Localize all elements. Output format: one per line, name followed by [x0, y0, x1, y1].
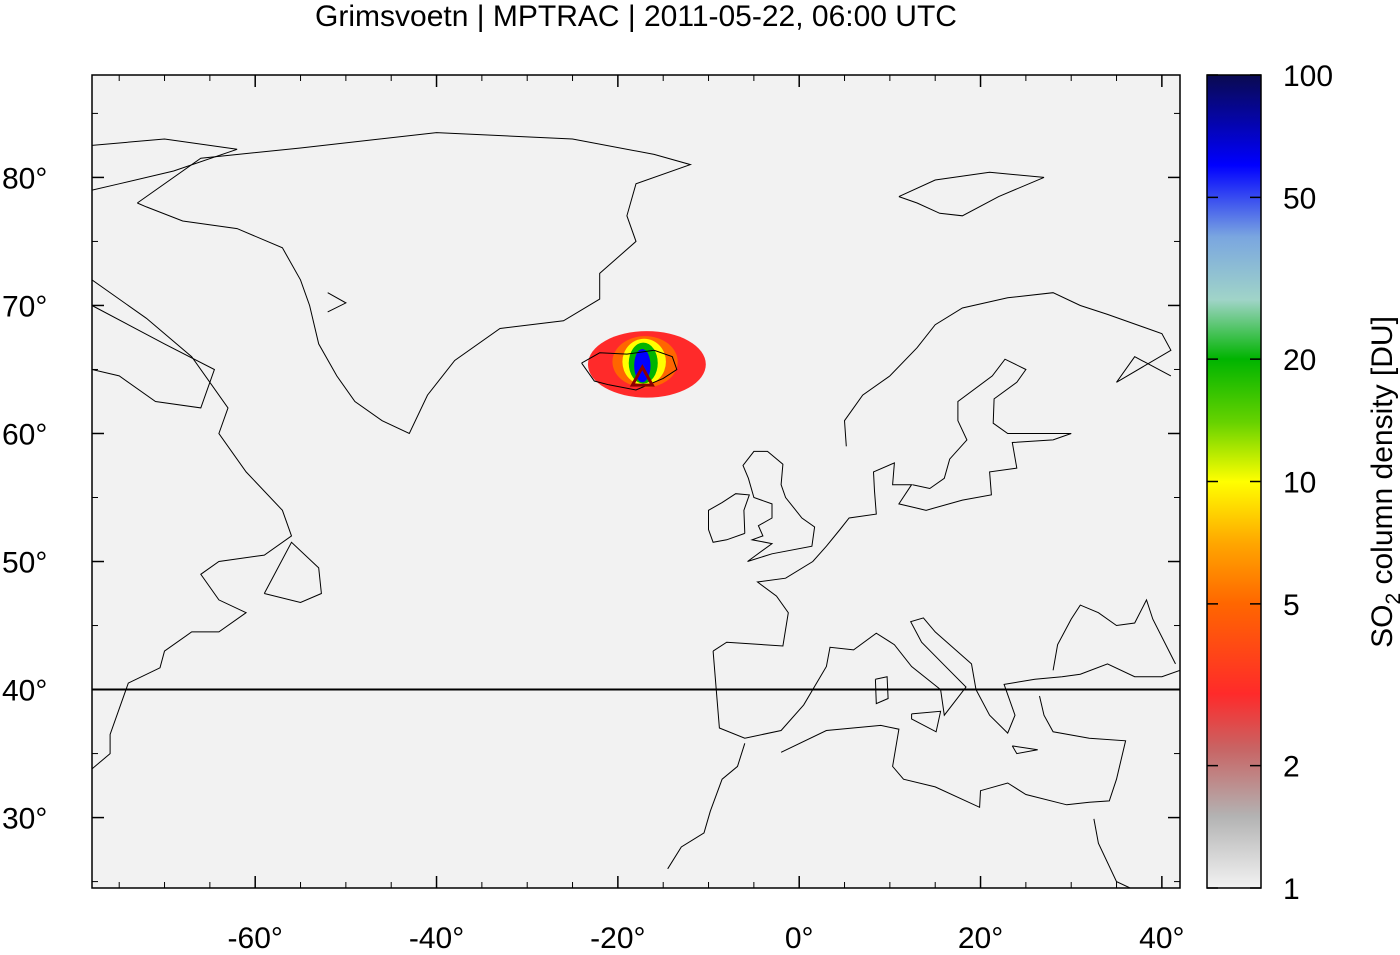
atlantic-europe-coast — [712, 433, 1072, 652]
great-britain-coast — [742, 450, 816, 562]
iceland-coast — [581, 349, 678, 391]
x-tick-label: -40° — [409, 922, 464, 950]
colorbar-frame — [1206, 74, 1262, 889]
europe-coast — [712, 617, 1180, 739]
colorbar-tick-label: 1 — [1283, 873, 1300, 906]
y-tick-label: 80° — [2, 162, 47, 195]
ireland-coast — [708, 493, 750, 543]
newfoundland-coast — [263, 541, 322, 604]
y-tick-label: 60° — [2, 418, 47, 451]
colorbar-tick-label: 100 — [1283, 60, 1333, 93]
y-tick-label: 30° — [2, 803, 47, 836]
red-sea-coast — [1093, 818, 1131, 888]
coastlines — [92, 132, 1180, 888]
map-frame — [91, 74, 1181, 889]
x-tick-label: -60° — [228, 922, 283, 950]
x-tick-label: 40° — [1139, 922, 1184, 950]
y-tick-label: 40° — [2, 675, 47, 708]
colorbar-ticks: 1 2 5 10 20 50 100 — [1207, 60, 1333, 906]
so2-plume — [587, 331, 706, 398]
baltic-coast — [912, 358, 1072, 490]
colorbar-tick-label: 50 — [1283, 182, 1316, 215]
scandinavia-coast — [843, 292, 1172, 447]
map-ticks: -60° -40° -20° 0° 20° 40° 80° 70° 60° 50° 40° 30° — [2, 75, 1185, 955]
svalbard-coast — [898, 171, 1045, 217]
baffin-coast — [92, 305, 216, 409]
north-america-coast — [92, 279, 293, 770]
x-tick-label: 20° — [958, 922, 1003, 950]
africa-north-coast — [780, 695, 1127, 809]
colorbar-tick-label: 2 — [1283, 751, 1300, 784]
africa-coast — [667, 743, 746, 870]
colorbar-tick-label: 5 — [1283, 589, 1300, 622]
x-tick-label: -20° — [590, 922, 645, 950]
greenland-coast — [137, 132, 693, 435]
y-tick-label: 70° — [2, 290, 47, 323]
colorbar-tick-label: 10 — [1283, 467, 1316, 500]
map-background — [92, 75, 1180, 888]
crete-coast — [1011, 745, 1038, 755]
x-tick-label: 0° — [785, 922, 814, 950]
black-sea-coast — [1052, 598, 1176, 671]
ellesmere-coast — [92, 138, 238, 191]
sicily-coast — [911, 710, 942, 733]
page-title: Grimsvoetn | MPTRAC | 2011-05-22, 06:00 … — [315, 0, 957, 33]
greenland-channel — [327, 292, 347, 313]
y-tick-label: 50° — [2, 547, 47, 580]
triangle-icon — [629, 364, 655, 387]
colorbar-label: SO2 column density [DU] — [1366, 316, 1400, 648]
colorbar-tick-label: 20 — [1283, 344, 1316, 377]
italy-islands — [874, 676, 889, 705]
